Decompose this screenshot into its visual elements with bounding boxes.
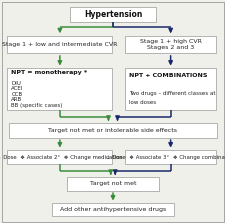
FancyBboxPatch shape [124, 150, 215, 164]
FancyBboxPatch shape [2, 2, 223, 222]
Text: CCB: CCB [11, 92, 22, 97]
Text: Hypertension: Hypertension [83, 10, 142, 19]
Text: DIU: DIU [11, 81, 21, 86]
Text: Two drugs – different classes at: Two drugs – different classes at [128, 91, 214, 96]
Text: Target not met or intolerable side effects: Target not met or intolerable side effec… [48, 128, 177, 133]
FancyBboxPatch shape [9, 123, 216, 138]
FancyBboxPatch shape [51, 203, 174, 216]
FancyBboxPatch shape [124, 68, 215, 110]
Text: BB (specific cases): BB (specific cases) [11, 103, 62, 108]
FancyBboxPatch shape [7, 68, 112, 110]
FancyBboxPatch shape [67, 178, 158, 190]
FancyBboxPatch shape [124, 36, 215, 53]
FancyBboxPatch shape [7, 36, 112, 53]
Text: low doses: low doses [128, 100, 155, 105]
Text: Add other antihypertensive drugs: Add other antihypertensive drugs [60, 207, 165, 212]
Text: Target not met: Target not met [89, 182, 136, 186]
Text: NPT = monotherapy *: NPT = monotherapy * [11, 70, 87, 75]
Text: Stage 1 + low and intermediate CVR: Stage 1 + low and intermediate CVR [2, 42, 117, 47]
Text: NPT + COMBINATIONS: NPT + COMBINATIONS [128, 73, 206, 78]
Text: ↓ Dose  ❖ Associate 3°  ❖ Change combination: ↓ Dose ❖ Associate 3° ❖ Change combinati… [106, 155, 225, 160]
FancyBboxPatch shape [7, 150, 112, 164]
FancyBboxPatch shape [69, 7, 156, 22]
Text: ↓ Dose  ❖ Associate 2°  ❖ Change medication: ↓ Dose ❖ Associate 2° ❖ Change medicatio… [0, 155, 122, 160]
Text: ACEI: ACEI [11, 87, 24, 91]
Text: ARB: ARB [11, 97, 22, 102]
Text: Stage 1 + high CVR
Stages 2 and 3: Stage 1 + high CVR Stages 2 and 3 [139, 39, 201, 50]
